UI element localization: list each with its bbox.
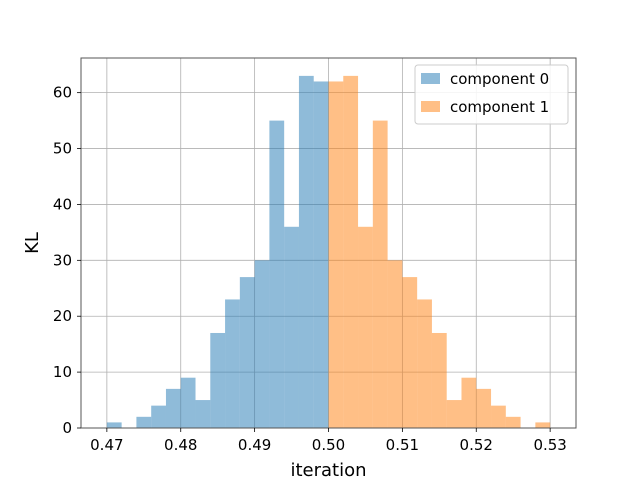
histogram-bar-component-1: [402, 277, 418, 428]
histogram-bar-component-0: [254, 260, 270, 428]
y-tick-label: 0: [62, 419, 72, 437]
histogram-bar-component-0: [225, 299, 240, 428]
y-tick-label: 30: [53, 251, 72, 269]
legend-label-component-0: component 0: [450, 70, 549, 88]
x-tick-label: 0.50: [312, 436, 345, 454]
x-tick-label: 0.49: [238, 436, 271, 454]
histogram-bar-component-1: [491, 405, 506, 428]
histogram-bar-component-0: [180, 377, 196, 428]
histogram-bar-component-1: [387, 260, 403, 428]
y-tick-label: 50: [53, 140, 72, 158]
histogram-bar-component-0: [269, 120, 285, 428]
histogram-bar-component-0: [165, 388, 181, 428]
histogram-bar-component-0: [284, 226, 299, 428]
histogram-bar-component-0: [298, 75, 314, 428]
histogram-bar-component-1: [372, 120, 388, 428]
y-axis-ticks: 0 10 20 30 40 50 60: [53, 84, 81, 437]
y-axis-label: KL: [22, 232, 43, 254]
y-tick-label: 10: [53, 363, 72, 381]
histogram-bar-component-0: [106, 422, 122, 428]
x-tick-label: 0.52: [460, 436, 493, 454]
histogram-bar-component-0: [210, 332, 226, 428]
x-axis-ticks: 0.47 0.48 0.49 0.50 0.51 0.52 0.53: [90, 428, 567, 454]
legend-box: [414, 64, 569, 125]
histogram-bar-component-0: [151, 405, 166, 428]
legend-label-component-1: component 1: [450, 98, 549, 116]
x-tick-label: 0.53: [533, 436, 566, 454]
histogram-bar-component-0: [195, 400, 211, 428]
legend: component 0 component 1: [414, 64, 569, 125]
histogram-bar-component-1: [328, 81, 344, 429]
histogram-bar-component-1: [535, 422, 551, 428]
y-tick-label: 60: [53, 84, 72, 102]
histogram-bar-component-1: [505, 416, 521, 428]
histogram-bar-component-0: [136, 416, 152, 428]
histogram-bar-component-1: [446, 400, 462, 428]
x-tick-label: 0.47: [90, 436, 123, 454]
x-tick-label: 0.48: [164, 436, 197, 454]
histogram-bars: [106, 75, 551, 429]
x-axis-label: iteration: [290, 460, 366, 480]
histogram-bar-component-1: [358, 226, 373, 428]
legend-swatch-component-0: [421, 73, 440, 84]
legend-swatch-component-1: [421, 101, 440, 112]
histogram-bar-component-0: [313, 81, 329, 429]
histogram-bar-component-1: [431, 332, 447, 428]
histogram-bar-component-1: [343, 75, 359, 428]
histogram-bar-component-1: [476, 388, 492, 428]
y-tick-label: 40: [53, 195, 72, 213]
x-tick-label: 0.51: [386, 436, 419, 454]
histogram-bar-component-1: [461, 377, 477, 428]
y-tick-label: 20: [53, 307, 72, 325]
histogram-bar-component-0: [239, 277, 255, 428]
histogram-bar-component-1: [417, 299, 432, 428]
